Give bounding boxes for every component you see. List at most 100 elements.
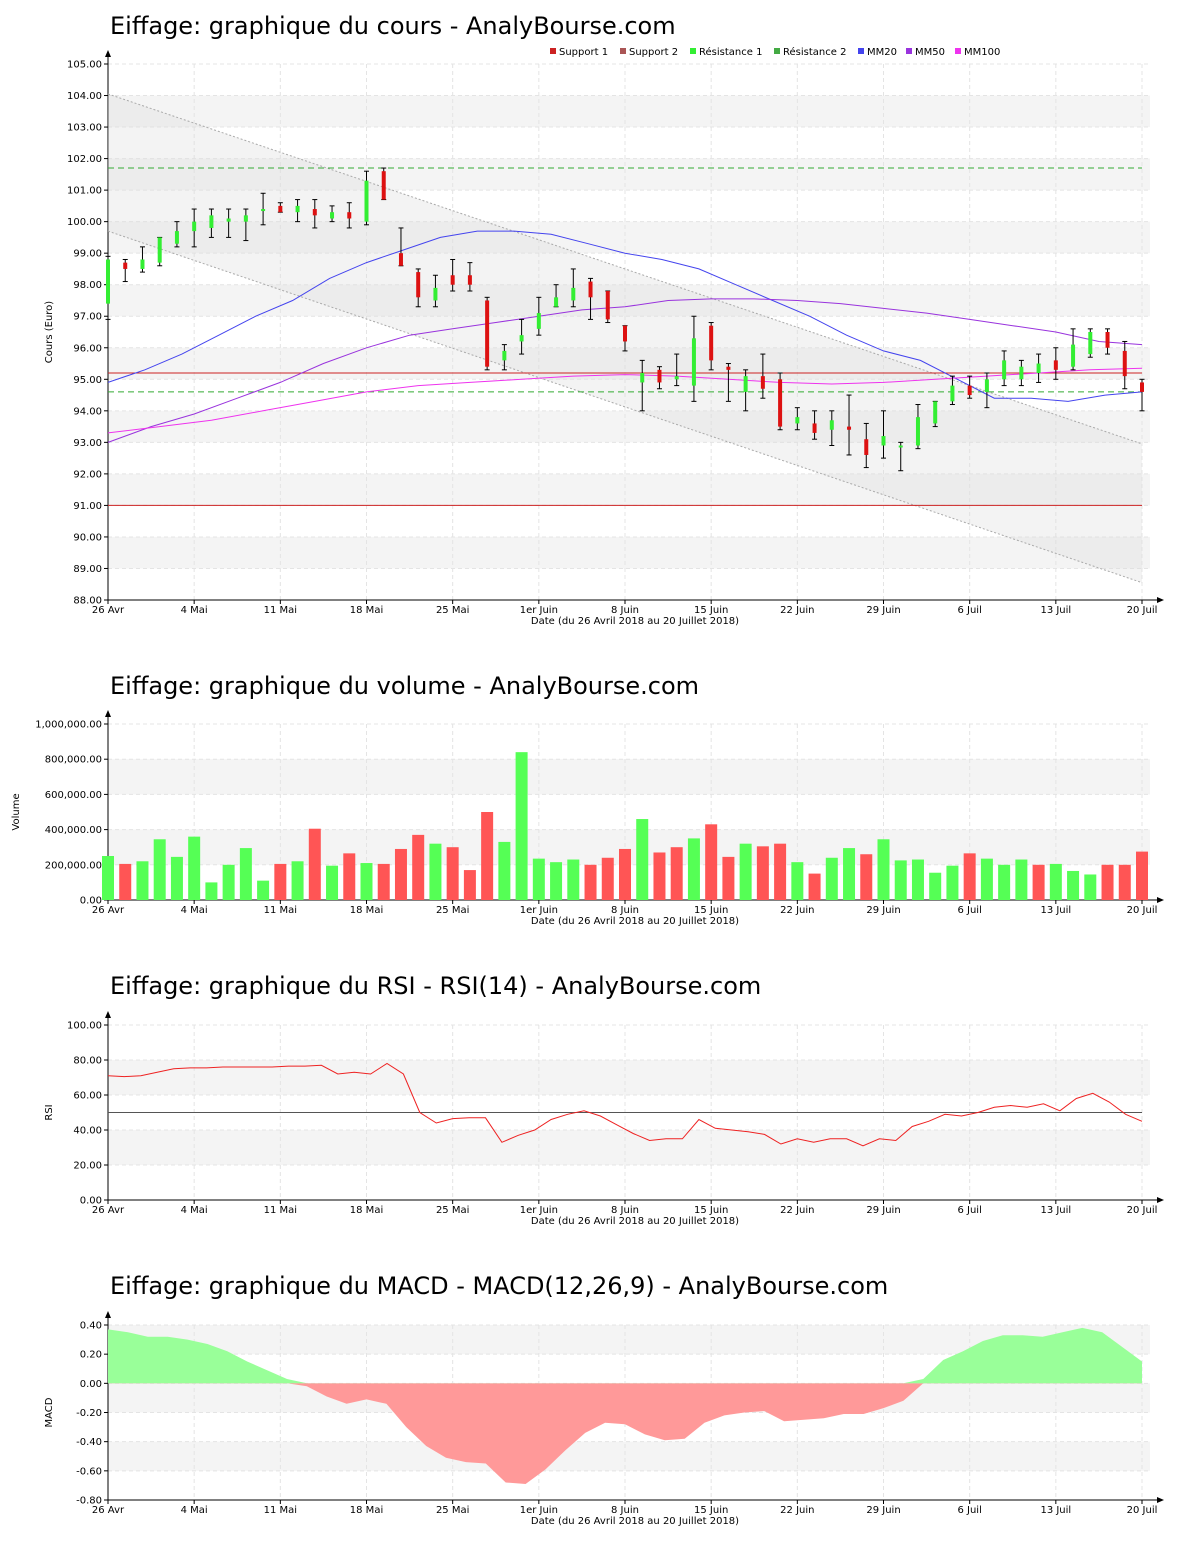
rsi-y-label: RSI: [44, 1104, 55, 1120]
price-band: [108, 284, 1150, 317]
price-xtick-label: 18 Mai: [350, 605, 383, 616]
volume-bar: [791, 862, 804, 900]
candle-body: [381, 171, 386, 200]
macd-xtick-label: 4 Mai: [181, 1505, 208, 1516]
rsi-xtick-label: 6 Juil: [957, 1205, 981, 1216]
candle-body: [364, 180, 369, 222]
candle-body: [123, 262, 128, 269]
price-xtick-label: 1er Juin: [520, 605, 558, 616]
legend-swatch: [620, 48, 626, 54]
price-band: [108, 95, 1150, 128]
price-xtick-label: 25 Mai: [436, 605, 469, 616]
rsi-xtick-label: 26 Avr: [92, 1205, 125, 1216]
volume-bar: [326, 865, 339, 900]
candle-body: [623, 325, 627, 342]
price-ytick-label: 102.00: [67, 154, 102, 165]
volume-ytick-label: 1,000,000.00: [35, 720, 102, 731]
volume-bar: [756, 846, 769, 900]
volume-ytick-label: 800,000.00: [45, 755, 102, 766]
price-band: [108, 473, 1150, 506]
volume-bar: [825, 857, 838, 900]
volume-xtick-label: 11 Mai: [264, 905, 297, 916]
rsi-ytick-label: 0.00: [80, 1196, 102, 1207]
volume-chart: Eiffage: graphique du volume - AnalyBour…: [11, 672, 1164, 927]
candle-body: [967, 385, 972, 396]
candle-body: [398, 253, 403, 266]
macd-xtick-label: 25 Mai: [436, 1505, 469, 1516]
volume-bar: [463, 870, 476, 900]
rsi-ytick-label: 40.00: [73, 1126, 102, 1137]
volume-bar: [1067, 870, 1080, 900]
volume-bar: [911, 859, 924, 900]
candle-body: [140, 259, 145, 269]
candle-body: [847, 426, 852, 430]
legend-label: Résistance 1: [699, 46, 762, 58]
volume-ytick-label: 400,000.00: [45, 825, 102, 836]
legend-label: Support 2: [629, 47, 678, 58]
volume-xtick-label: 18 Mai: [350, 905, 383, 916]
price-chart-title: Eiffage: graphique du cours - AnalyBours…: [110, 12, 676, 40]
candle-body: [416, 272, 421, 298]
macd-xtick-label: 8 Juin: [611, 1505, 639, 1516]
rsi-x-label: Date (du 26 Avril 2018 au 20 Juillet 201…: [531, 1216, 739, 1227]
volume-xtick-label: 15 Juin: [694, 905, 728, 916]
volume-bar: [1101, 864, 1114, 900]
macd-band: [108, 1441, 1150, 1471]
candle-body: [1053, 360, 1058, 370]
volume-bar: [929, 872, 942, 900]
volume-bar: [636, 819, 649, 900]
candle-body: [743, 376, 748, 392]
macd-xtick-label: 20 Juil: [1127, 1505, 1158, 1516]
macd-xtick-label: 13 Juil: [1040, 1505, 1071, 1516]
price-xtick-label: 11 Mai: [264, 605, 297, 616]
price-ytick-label: 105.00: [67, 60, 102, 71]
volume-y-label: Volume: [11, 793, 22, 830]
rsi-xtick-label: 13 Juil: [1040, 1205, 1071, 1216]
candle-body: [812, 423, 817, 433]
rsi-chart: Eiffage: graphique du RSI - RSI(14) - An…: [44, 972, 1164, 1227]
volume-bar: [274, 863, 287, 900]
candle-body: [674, 376, 679, 380]
volume-bar: [894, 860, 907, 900]
candle-body: [330, 212, 335, 219]
candle-body: [485, 300, 490, 367]
candle-body: [347, 212, 352, 219]
volume-bar: [980, 858, 993, 900]
volume-bar: [860, 854, 873, 900]
volume-xtick-label: 22 Juin: [780, 905, 814, 916]
rsi-chart-title: Eiffage: graphique du RSI - RSI(14) - An…: [110, 972, 761, 1000]
candle-body: [1105, 332, 1110, 348]
macd-xtick-label: 22 Juin: [780, 1505, 814, 1516]
volume-bar: [188, 836, 201, 900]
macd-ytick-label: -0.40: [76, 1437, 102, 1448]
rsi-line: [107, 1062, 1143, 1147]
rsi-xtick-label: 25 Mai: [436, 1205, 469, 1216]
volume-bar: [946, 865, 959, 900]
legend-label: MM100: [964, 47, 1000, 58]
candle-body: [829, 420, 834, 430]
candle-body: [657, 369, 662, 383]
legend-swatch: [858, 48, 864, 54]
price-y-arrow: [105, 50, 111, 57]
volume-bar: [653, 852, 666, 900]
rsi-xtick-label: 1er Juin: [520, 1205, 558, 1216]
macd-xtick-label: 1er Juin: [520, 1505, 558, 1516]
rsi-ytick-label: 100.00: [67, 1021, 102, 1032]
legend-swatch: [906, 48, 912, 54]
macd-x-arrow: [1157, 1497, 1164, 1503]
volume-bar: [222, 864, 235, 900]
price-band: [108, 347, 1150, 380]
candle-body: [950, 385, 955, 402]
rsi-ytick-label: 20.00: [73, 1161, 102, 1172]
price-x-arrow: [1157, 597, 1164, 603]
price-ytick-label: 100.00: [67, 217, 102, 228]
rsi-xtick-label: 29 Juin: [866, 1205, 900, 1216]
volume-bar: [481, 812, 494, 900]
candle-body: [209, 215, 214, 228]
candle-body: [1036, 363, 1041, 373]
macd-xtick-label: 6 Juil: [957, 1505, 981, 1516]
price-legend: Support 1 Support 2 Résistance 1 Résistance…: [550, 46, 1000, 58]
macd-xtick-label: 15 Juin: [694, 1505, 728, 1516]
rsi-x-arrow: [1157, 1197, 1164, 1203]
